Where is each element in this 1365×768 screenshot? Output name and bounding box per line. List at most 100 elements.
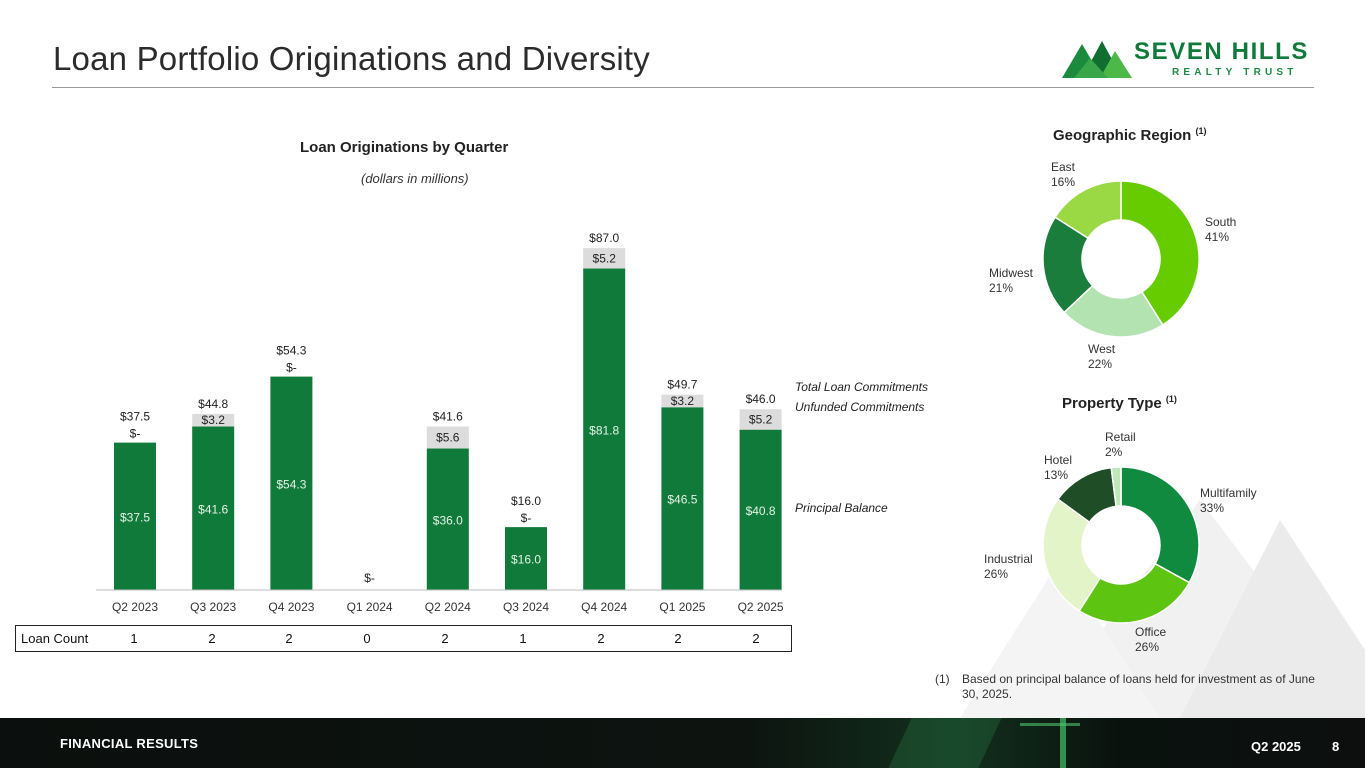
property-type-title-text: Property Type <box>1062 395 1162 412</box>
prop-slice-label-retail: Retail 2% <box>1105 430 1136 460</box>
unfunded-commitment-label: $- <box>130 427 141 441</box>
unfunded-commitment-bar <box>192 413 235 427</box>
legend-unfunded-commitments: Unfunded Commitments <box>795 400 925 414</box>
x-tick-label: Q3 2024 <box>503 600 549 614</box>
x-tick-label: Q4 2024 <box>581 600 627 614</box>
prop-slice-pct: 2% <box>1105 445 1123 459</box>
loan-count-value: 2 <box>441 631 449 646</box>
total-commitment-label: $49.7 <box>667 378 697 392</box>
principal-balance-bar <box>661 407 704 590</box>
prop-slice-label-industrial: Industrial 26% <box>984 552 1033 582</box>
prop-slice-multifamily <box>1120 466 1200 584</box>
unfunded-commitment-bar <box>583 248 626 269</box>
loan-count-value: 1 <box>130 631 138 646</box>
prop-slice-industrial <box>1042 498 1102 612</box>
unfunded-commitment-label: $- <box>286 361 297 375</box>
prop-slice-label-multifamily: Multifamily 33% <box>1200 486 1257 516</box>
loan-count-value: 2 <box>597 631 605 646</box>
principal-balance-bar <box>505 527 547 590</box>
principal-balance-label: $46.5 <box>667 493 697 507</box>
principal-balance-label: $41.6 <box>198 502 228 516</box>
x-tick-label: Q3 2023 <box>190 600 236 614</box>
loan-count-value: 2 <box>752 631 760 646</box>
footnote-text: Based on principal balance of loans held… <box>962 672 1315 701</box>
geo-slice-pct: 41% <box>1205 230 1230 244</box>
loan-count-value: 1 <box>519 631 527 646</box>
logo-mountains-icon <box>1062 41 1132 78</box>
prop-slice-name: Hotel <box>1044 453 1073 467</box>
geo-slice-label-midwest: Midwest 21% <box>989 266 1033 296</box>
loan-count-label: Loan Count <box>21 631 89 646</box>
footer-decoration <box>888 718 1002 768</box>
principal-balance-bar <box>583 268 626 590</box>
prop-slice-pct: 33% <box>1200 501 1225 515</box>
principal-balance-bar <box>192 426 235 590</box>
footer-decoration <box>1020 723 1080 726</box>
unfunded-commitment-bar <box>426 426 469 449</box>
footnote-number: (1) <box>935 672 950 686</box>
total-commitment-label: $- <box>364 571 375 585</box>
geo-slice-name: South <box>1205 215 1237 229</box>
principal-balance-label: $54.3 <box>276 477 306 491</box>
footer-page-number: 8 <box>1332 739 1340 754</box>
prop-slice-label-hotel: Hotel 13% <box>1044 453 1072 483</box>
prop-slice-office <box>1078 562 1191 624</box>
principal-balance-label: $40.8 <box>746 504 776 518</box>
prop-slice-pct: 13% <box>1044 468 1069 482</box>
property-type-footnote-ref: (1) <box>1165 394 1177 404</box>
principal-balance-bar <box>270 376 313 590</box>
principal-balance-label: $36.0 <box>433 513 463 527</box>
geo-slice-east <box>1054 180 1122 240</box>
prop-slice-pct: 26% <box>1135 640 1160 654</box>
geo-slice-pct: 21% <box>989 281 1014 295</box>
loan-count-value: 2 <box>674 631 682 646</box>
principal-balance-label: $16.0 <box>511 553 541 567</box>
prop-slice-name: Multifamily <box>1200 486 1257 500</box>
principal-balance-label: $37.5 <box>120 510 150 524</box>
prop-slice-label-office: Office 26% <box>1135 625 1166 655</box>
geo-slice-name: Midwest <box>989 266 1034 280</box>
geo-slice-south <box>1120 180 1200 326</box>
principal-balance-label: $81.8 <box>589 423 619 437</box>
property-type-title: Property Type (1) <box>1062 394 1177 412</box>
prop-slice-name: Industrial <box>984 552 1033 566</box>
unfunded-commitment-label: $5.2 <box>593 251 617 265</box>
geo-slice-label-west: West 22% <box>1088 342 1115 372</box>
unfunded-commitment-label: $3.2 <box>671 394 695 408</box>
loan-count-table: Loan Count 1 2 2 0 2 1 2 2 2 <box>15 625 792 652</box>
unfunded-commitment-bar <box>661 394 704 408</box>
principal-balance-bar <box>739 429 782 590</box>
total-commitment-label: $41.6 <box>433 410 463 424</box>
principal-balance-bar <box>426 448 469 590</box>
geo-slice-label-east: East 16% <box>1051 160 1075 190</box>
footer-bar: FINANCIAL RESULTS Q2 2025 8 <box>0 718 1365 768</box>
unfunded-commitment-label: $- <box>521 511 532 525</box>
geo-slice-label-south: South 41% <box>1205 215 1236 245</box>
logo-subtitle: REALTY TRUST <box>1172 67 1298 78</box>
footer-decoration <box>1060 718 1066 768</box>
unfunded-commitment-label: $5.2 <box>749 412 773 426</box>
loan-originations-bar-chart: $37.5 $- $37.5 Q2 2023 $41.6 $3.2 $44.8 Q3 2023… <box>96 231 784 614</box>
geographic-region-title-text: Geographic Region <box>1053 127 1192 144</box>
prop-slice-retail <box>1110 466 1122 508</box>
total-commitment-label: $87.0 <box>589 231 619 245</box>
x-tick-label: Q1 2025 <box>659 600 705 614</box>
geo-slice-name: East <box>1051 160 1076 174</box>
geographic-region-footnote-ref: (1) <box>1195 126 1207 136</box>
x-tick-label: Q1 2024 <box>347 600 393 614</box>
logo-name: SEVEN HILLS <box>1134 38 1309 65</box>
loan-count-value: 0 <box>363 631 371 646</box>
x-tick-label: Q4 2023 <box>268 600 314 614</box>
loan-count-value: 2 <box>285 631 293 646</box>
legend-total-loan-commitments: Total Loan Commitments <box>795 380 928 394</box>
geographic-region-title: Geographic Region (1) <box>1053 126 1207 144</box>
loan-count-value: 2 <box>208 631 216 646</box>
prop-slice-name: Retail <box>1105 430 1136 444</box>
legend-principal-balance: Principal Balance <box>795 501 888 515</box>
unfunded-commitment-label: $3.2 <box>202 413 226 427</box>
geo-slice-name: West <box>1088 342 1116 356</box>
total-commitment-label: $46.0 <box>746 392 776 406</box>
